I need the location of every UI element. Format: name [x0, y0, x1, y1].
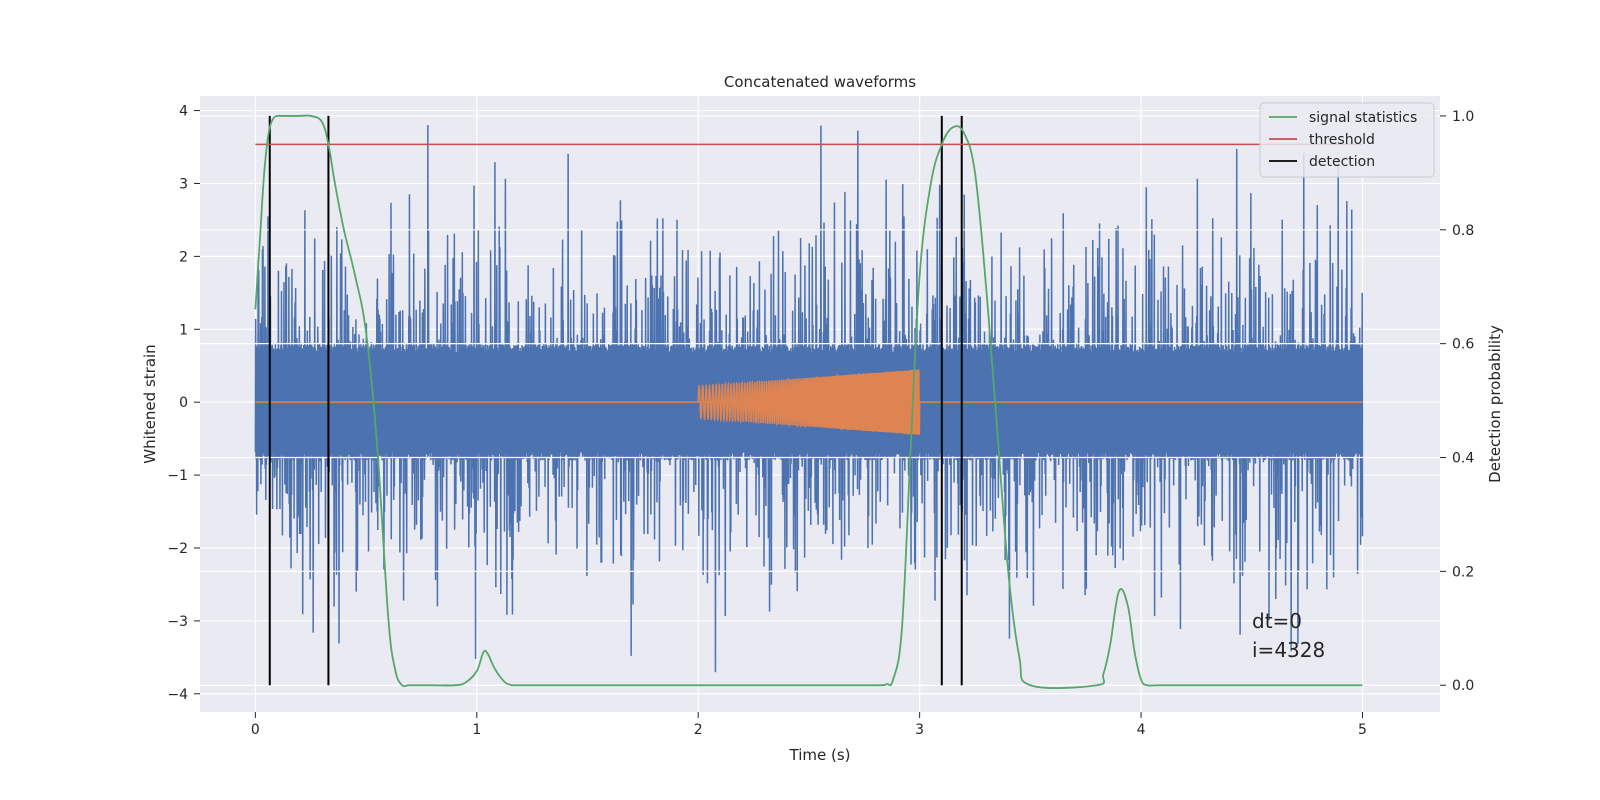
y-tick-label-right: 1.0 [1452, 109, 1474, 125]
annotation-i: i=4328 [1252, 638, 1325, 662]
series-signal-statistics [254, 114, 1363, 689]
y-tick-label-left: −1 [167, 468, 188, 484]
legend-frame [1259, 102, 1435, 178]
x-tick-label: 1 [472, 722, 481, 738]
y-tick-label-right: 0.0 [1452, 678, 1474, 694]
chart-title: Concatenated waveforms [724, 73, 916, 91]
annotation-dt: dt=0 [1252, 609, 1302, 633]
y-tick-label-left: −4 [167, 687, 188, 703]
legend: signal statistics threshold detection [1259, 102, 1435, 178]
y-tick-label-right: 0.8 [1452, 223, 1474, 239]
y-axis-left-label: Whitened strain [141, 344, 159, 463]
x-tick-label: 5 [1358, 722, 1367, 738]
x-tick-label: 0 [251, 722, 260, 738]
y-tick-label-right: 0.2 [1452, 564, 1474, 580]
x-tick-label: 3 [915, 722, 924, 738]
y-tick-label-left: −2 [167, 541, 188, 557]
x-axis-ticks: 0 1 2 3 4 5 [251, 712, 1367, 738]
x-tick-label: 2 [694, 722, 703, 738]
y-tick-label-left: −3 [167, 614, 188, 630]
detection-lines [268, 115, 963, 686]
plot-content [200, 114, 1440, 689]
x-axis-label: Time (s) [789, 746, 851, 764]
x-tick-label: 4 [1137, 722, 1146, 738]
legend-label-threshold: threshold [1309, 132, 1375, 148]
y-axis-left-ticks: −4 −3 −2 −1 0 1 2 3 4 [167, 104, 200, 703]
y-tick-label-left: 1 [179, 322, 188, 338]
y-axis-right-ticks: 0.0 0.2 0.4 0.6 0.8 1.0 [1440, 109, 1474, 694]
y-tick-label-left: 3 [179, 176, 188, 192]
y-axis-right-label: Detection probability [1486, 325, 1504, 483]
legend-label-signal-statistics: signal statistics [1309, 110, 1417, 126]
y-tick-label-right: 0.6 [1452, 337, 1474, 353]
y-tick-label-right: 0.4 [1452, 451, 1474, 467]
y-tick-label-left: 0 [179, 395, 188, 411]
legend-label-detection: detection [1309, 154, 1375, 170]
y-tick-label-left: 2 [179, 249, 188, 265]
y-tick-label-left: 4 [179, 104, 188, 120]
series-whitened-strain [254, 125, 1364, 673]
